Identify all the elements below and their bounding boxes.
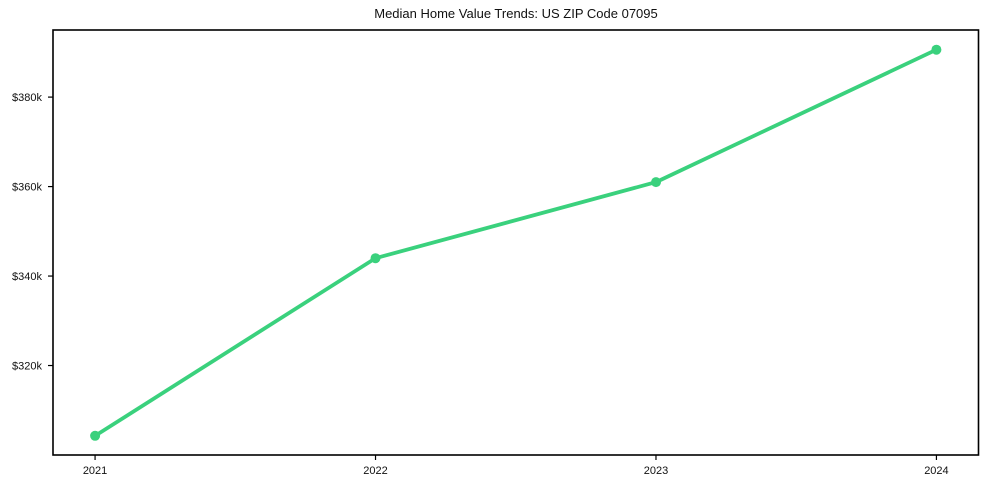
y-tick-label: $340k (12, 271, 42, 283)
chart-title: Median Home Value Trends: US ZIP Code 07… (374, 6, 658, 21)
x-tick-label: 2021 (83, 465, 107, 477)
x-tick-label: 2023 (644, 465, 668, 477)
data-point-marker (651, 177, 661, 188)
plot-border (52, 29, 980, 456)
x-tick-label: 2022 (363, 465, 387, 477)
x-tick-label: 2024 (924, 465, 948, 477)
y-tick-label: $360k (12, 182, 42, 194)
y-tick-label: $380k (12, 92, 42, 104)
trend-line (93, 47, 939, 438)
data-point-marker (370, 253, 381, 264)
data-point-marker (931, 44, 942, 55)
data-point-marker (90, 430, 101, 441)
y-tick-label: $320k (12, 361, 42, 373)
